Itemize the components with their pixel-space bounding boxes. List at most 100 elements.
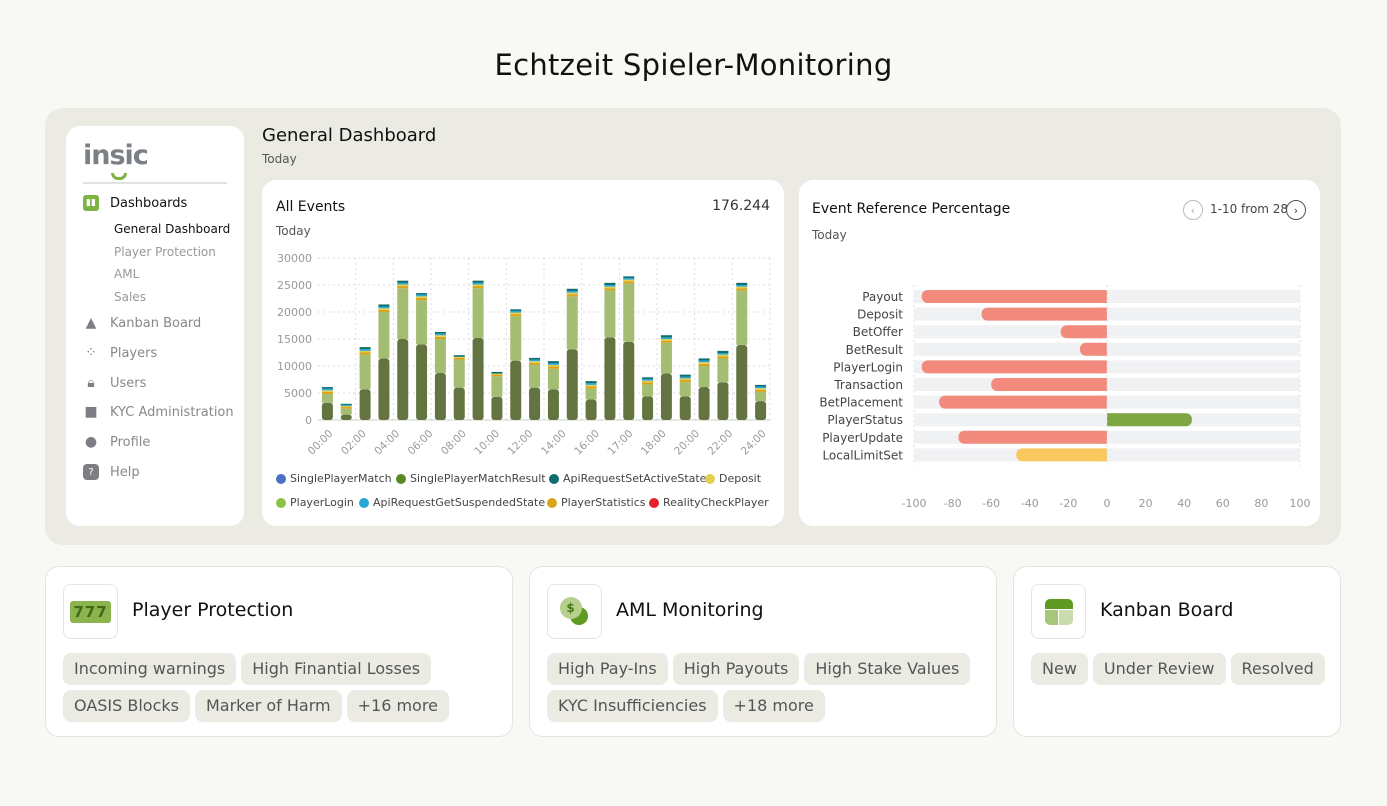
sidebar-subitem-player-protection[interactable]: Player Protection [114, 245, 216, 259]
sidebar-item-kyc-administration[interactable]: ■ KYC Administration [83, 404, 233, 420]
bar-segment-ApiRequestGetSuspendedState [340, 404, 352, 406]
sidebar-item-label: Users [110, 375, 147, 391]
bar-segment-ApiRequestGetSuspendedState [679, 376, 691, 379]
bar-segment-PlayerLogin [491, 376, 503, 397]
sidebar-item-label: Kanban Board [110, 315, 202, 331]
sidebar-subitem-sales[interactable]: Sales [114, 290, 146, 304]
bar [1107, 413, 1114, 427]
legend-swatch [359, 497, 369, 508]
tag-chip[interactable]: OASIS Blocks [63, 690, 190, 722]
bar-segment-PlayerStatistics [660, 340, 672, 343]
bar-segment-ApiRequestGetSuspendedState [717, 353, 729, 355]
y-tick-label: 10000 [277, 360, 312, 373]
prev-page-button[interactable]: ‹ [1183, 200, 1203, 220]
bar-segment-PlayerLogin [547, 368, 559, 390]
bar [1107, 413, 1192, 427]
dashboard-subtitle: Today [262, 152, 297, 166]
bar-segment-ApiRequestSetActiveState [529, 357, 541, 360]
category-label: BetOffer [853, 325, 903, 339]
x-tick-label: 22:00 [705, 428, 735, 458]
sidebar-item-label: Help [110, 464, 140, 480]
legend-label: PlayerLogin [290, 496, 354, 509]
bar-segment-Deposit [604, 286, 616, 289]
legend-item[interactable]: SinglePlayerMatchResult [396, 472, 546, 485]
tag-chip[interactable]: Incoming warnings [63, 653, 237, 685]
tag-chip[interactable]: Under Review [1092, 653, 1226, 685]
bar-segment-ApiRequestSetActiveState [378, 304, 390, 307]
tag-chip[interactable]: High Stake Values [804, 653, 971, 685]
bar-segment-ApiRequestSetActiveState [397, 280, 409, 283]
bar-segment-PlayerStatistics [378, 309, 390, 312]
bar-segment-PlayerLogin [698, 366, 710, 388]
bar-segment-ApiRequestGetSuspendedState [755, 386, 767, 389]
category-label: PlayerLogin [833, 360, 903, 374]
bar-segment-ApiRequestSetActiveState [510, 309, 522, 311]
next-page-button[interactable]: › [1286, 200, 1306, 220]
chevron-right-icon: › [1293, 203, 1299, 217]
legend-item[interactable]: SinglePlayerMatch [276, 472, 392, 485]
bar-segment-ApiRequestGetSuspendedState [660, 337, 672, 339]
player-protection-card[interactable]: 777 Player Protection Incoming warnings H… [45, 566, 513, 737]
bar-segment-SinglePlayerMatchResult [660, 373, 672, 420]
bar-segment-Deposit [378, 308, 390, 310]
legend-item[interactable]: RealityCheckPlayer [649, 496, 769, 509]
tag-chip[interactable]: New [1031, 653, 1088, 685]
bar [1100, 395, 1107, 409]
sidebar-subitem-aml[interactable]: AML [114, 267, 140, 281]
bar-segment-ApiRequestSetActiveState [566, 288, 578, 291]
legend-item[interactable]: Deposit [705, 472, 761, 485]
bar-segment-SinglePlayerMatchResult [529, 387, 541, 420]
legend-item[interactable]: ApiRequestGetSuspendedState [359, 496, 545, 509]
bar-segment-PlayerStatistics [736, 288, 748, 291]
bar-segment-PlayerLogin [397, 288, 409, 339]
x-tick-label: -20 [1059, 497, 1077, 510]
tag-chip[interactable]: High Pay-Ins [547, 653, 668, 685]
bar-segment-Deposit [453, 356, 465, 358]
category-label: PlayerUpdate [822, 431, 903, 445]
bar-segment-PlayerStatistics [472, 286, 484, 289]
sidebar-item-players[interactable]: ⁘ Players [83, 345, 157, 361]
legend-item[interactable]: PlayerLogin [276, 496, 354, 509]
bar-segment-SinglePlayerMatchResult [642, 396, 654, 420]
bar-segment-ApiRequestGetSuspendedState [566, 290, 578, 293]
tag-chip[interactable]: Marker of Harm [194, 690, 342, 722]
aml-monitoring-card[interactable]: $ AML Monitoring High Pay-Ins High Payout… [529, 566, 997, 737]
tag-chip[interactable]: +16 more [346, 690, 449, 722]
bar-segment-Deposit [660, 339, 672, 341]
sidebar-item-users[interactable]: 🔒︎ Users [83, 375, 146, 391]
sidebar-item-kanban-board[interactable]: ▲ Kanban Board [83, 315, 202, 331]
legend-label: SinglePlayerMatchResult [410, 472, 546, 485]
bar [1016, 448, 1107, 462]
bar-segment-ApiRequestSetActiveState [679, 374, 691, 377]
sidebar-item-profile[interactable]: ● Profile [83, 434, 151, 450]
sidebar-item-help[interactable]: ? Help [83, 464, 140, 480]
tag-chip[interactable]: High Finantial Losses [241, 653, 432, 685]
kanban-board-card[interactable]: Kanban Board New Under Review Resolved [1013, 566, 1341, 737]
bar-chart-icon: ▮▮ [83, 195, 99, 211]
y-tick-label: 20000 [277, 306, 312, 319]
tag-chip[interactable]: +18 more [722, 690, 825, 722]
legend-swatch [276, 473, 286, 484]
bar-segment-PlayerStatistics [604, 288, 616, 291]
sidebar-item-label: Dashboards [110, 195, 188, 211]
sidebar-item-dashboards[interactable]: ▮▮ Dashboards [83, 195, 187, 211]
bar-segment-SinglePlayerMatchResult [736, 344, 748, 420]
tag-list: New Under Review Resolved [1031, 653, 1330, 685]
legend-swatch [547, 497, 557, 508]
legend-item[interactable]: PlayerStatistics [547, 496, 646, 509]
bar [921, 360, 1107, 374]
bar-segment-PlayerLogin [679, 382, 691, 397]
bar-segment-SinglePlayerMatchResult [378, 358, 390, 420]
sidebar-subitem-general-dashboard[interactable]: General Dashboard [114, 222, 231, 236]
bar-segment-ApiRequestSetActiveState [717, 350, 729, 354]
tag-chip[interactable]: High Payouts [672, 653, 800, 685]
legend-item[interactable]: ApiRequestSetActiveState [549, 472, 706, 485]
bar-segment-PlayerStatistics [585, 386, 597, 389]
bar-segment-PlayerStatistics [623, 281, 635, 284]
x-tick-label: 00:00 [306, 428, 336, 458]
bar-segment-PlayerStatistics [717, 356, 729, 359]
tag-chip[interactable]: KYC Insufficiencies [547, 690, 718, 722]
tag-chip[interactable]: Resolved [1230, 653, 1325, 685]
bar [1100, 307, 1107, 321]
bar-segment-SinglePlayerMatchResult [321, 402, 333, 420]
